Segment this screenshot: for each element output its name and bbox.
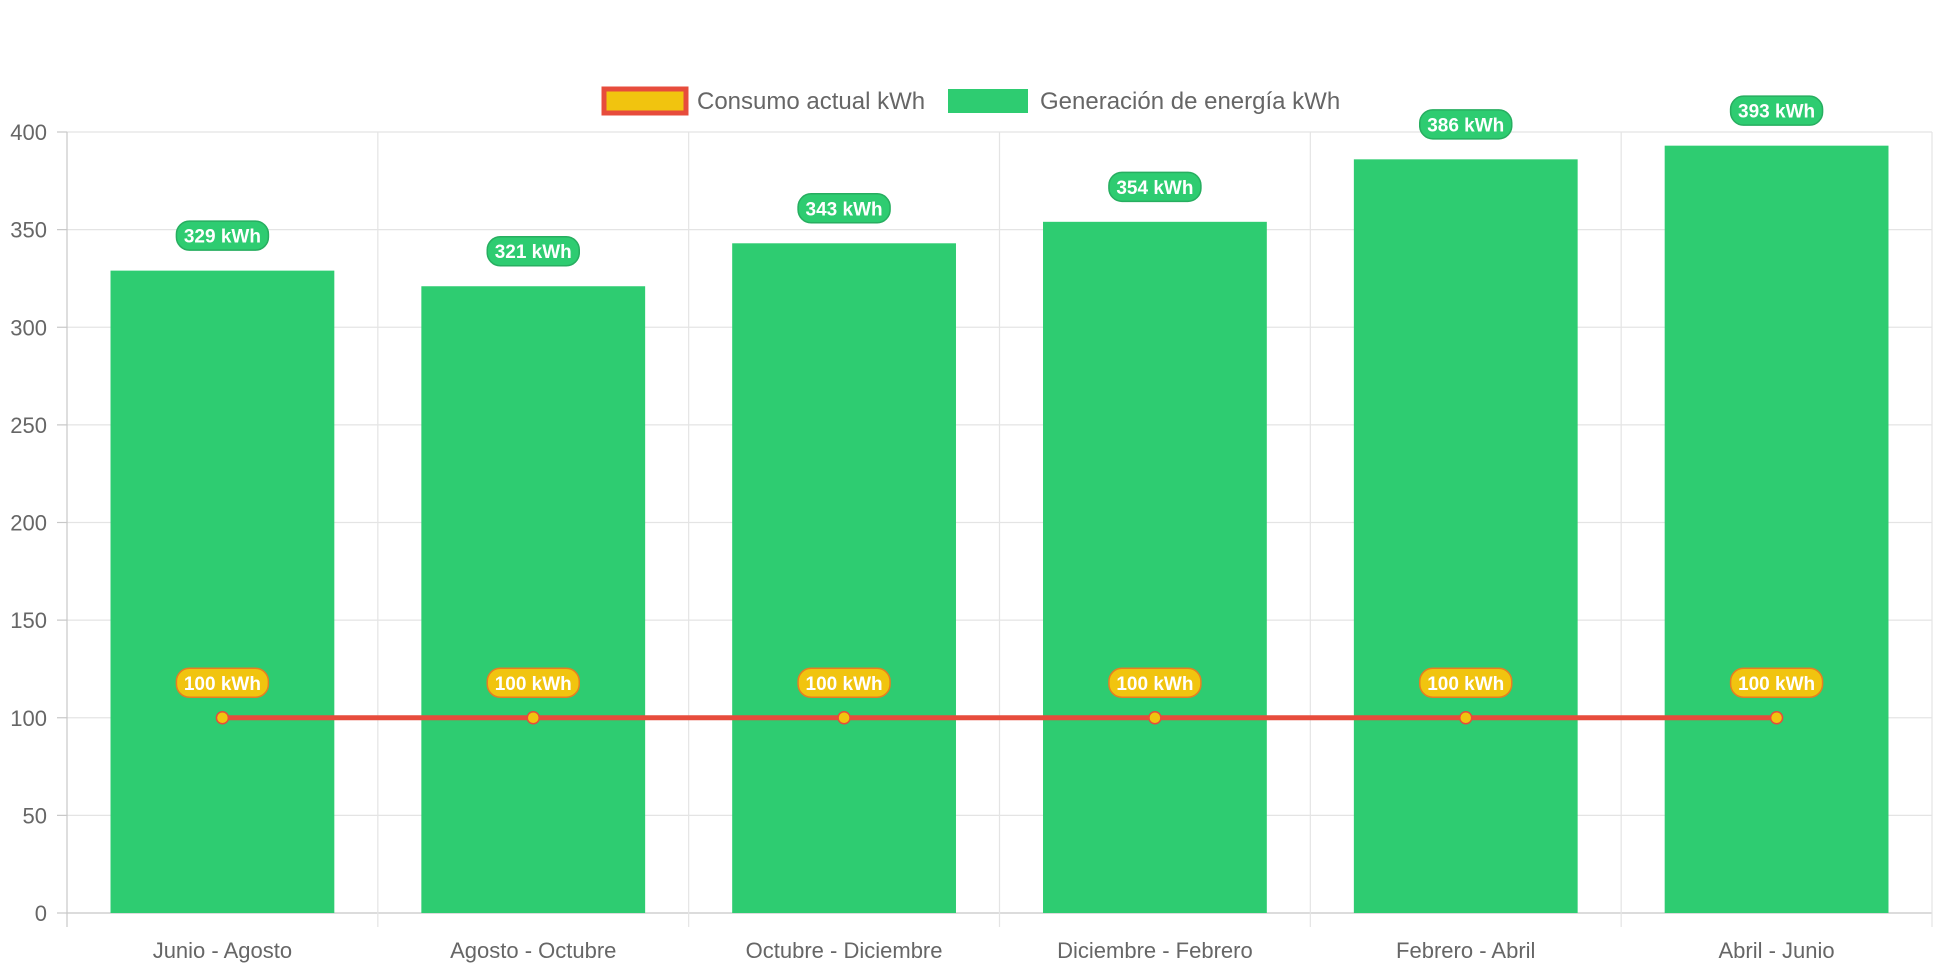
- line-value-label: 100 kWh: [495, 674, 572, 695]
- y-tick-label: 350: [10, 218, 47, 243]
- consumption-point: [215, 711, 230, 725]
- bar: [1664, 145, 1889, 914]
- bar-value-label-box: [1419, 109, 1513, 140]
- bar-value-label: 321 kWh: [495, 242, 572, 263]
- legend-label-consumo: Consumo actual kWh: [697, 88, 925, 115]
- line-value-label-box: [1419, 667, 1513, 698]
- bar-value-label: 393 kWh: [1738, 102, 1815, 123]
- x-tick-label: Agosto - Octubre: [450, 938, 616, 963]
- bar-value-label: 329 kWh: [184, 227, 261, 248]
- line-layer: [215, 711, 1784, 725]
- bar: [421, 286, 646, 913]
- bar: [1353, 159, 1578, 913]
- x-tick-label: Febrero - Abril: [1396, 938, 1535, 963]
- bar: [732, 243, 956, 914]
- consumption-point: [1148, 711, 1162, 725]
- x-tick-label: Junio - Agosto: [153, 938, 292, 963]
- line-value-label-box: [175, 667, 270, 698]
- bar-value-label: 386 kWh: [1427, 115, 1504, 136]
- bar: [1043, 221, 1267, 913]
- y-tick-label: 100: [10, 706, 47, 731]
- bar-layer: [110, 145, 1889, 914]
- y-tick-label: 250: [10, 413, 47, 438]
- y-tick-label: 150: [10, 608, 47, 633]
- legend-label-generacion: Generación de energía kWh: [1040, 88, 1340, 115]
- legend-swatch-generacion: [948, 89, 1028, 113]
- line-value-label-box: [486, 667, 580, 698]
- line-value-label-box: [797, 667, 891, 698]
- x-tick-label: Octubre - Diciembre: [746, 938, 943, 963]
- bar-value-label-box: [1108, 171, 1202, 203]
- label-layer: 329 kWh 321 kWh 343 kWh 354 kWh 386 kWh 393 k…: [175, 95, 1824, 698]
- consumption-point: [526, 711, 540, 725]
- consumption-point: [837, 711, 851, 725]
- bar-value-label-box: [1729, 95, 1824, 126]
- y-tick-label: 50: [23, 803, 47, 828]
- line-value-label: 100 kWh: [806, 674, 883, 695]
- consumption-point: [1769, 711, 1784, 725]
- bar-value-label-box: [797, 193, 891, 224]
- x-tick-label: Abril - Junio: [1719, 938, 1835, 963]
- y-tick-label: 300: [10, 315, 47, 340]
- axis-layer: 0 50 100 150 200 250 300 350 400 Junio - Agosto Ag…: [10, 120, 1834, 963]
- legend-swatch-consumo: [601, 86, 689, 116]
- bar-value-label-box: [486, 235, 580, 267]
- bar: [110, 270, 335, 913]
- line-value-label: 100 kWh: [184, 674, 261, 695]
- line-value-label-box: [1729, 667, 1824, 698]
- bar-value-label: 354 kWh: [1116, 178, 1193, 199]
- legend[interactable]: Consumo actual kWh Generación de energía …: [601, 86, 1340, 116]
- line-value-label: 100 kWh: [1427, 674, 1504, 695]
- y-tick-label: 400: [10, 120, 47, 145]
- consumption-point: [1459, 711, 1473, 725]
- grid-layer: [66, 131, 1933, 927]
- bar-value-label-box: [175, 220, 270, 251]
- y-tick-label: 0: [35, 901, 47, 926]
- bar-value-label: 343 kWh: [806, 199, 883, 220]
- line-value-label: 100 kWh: [1738, 674, 1815, 695]
- x-tick-label: Diciembre - Febrero: [1057, 938, 1253, 963]
- y-tick-label: 200: [10, 511, 47, 536]
- line-value-label-box: [1108, 667, 1202, 698]
- line-value-label: 100 kWh: [1116, 674, 1193, 695]
